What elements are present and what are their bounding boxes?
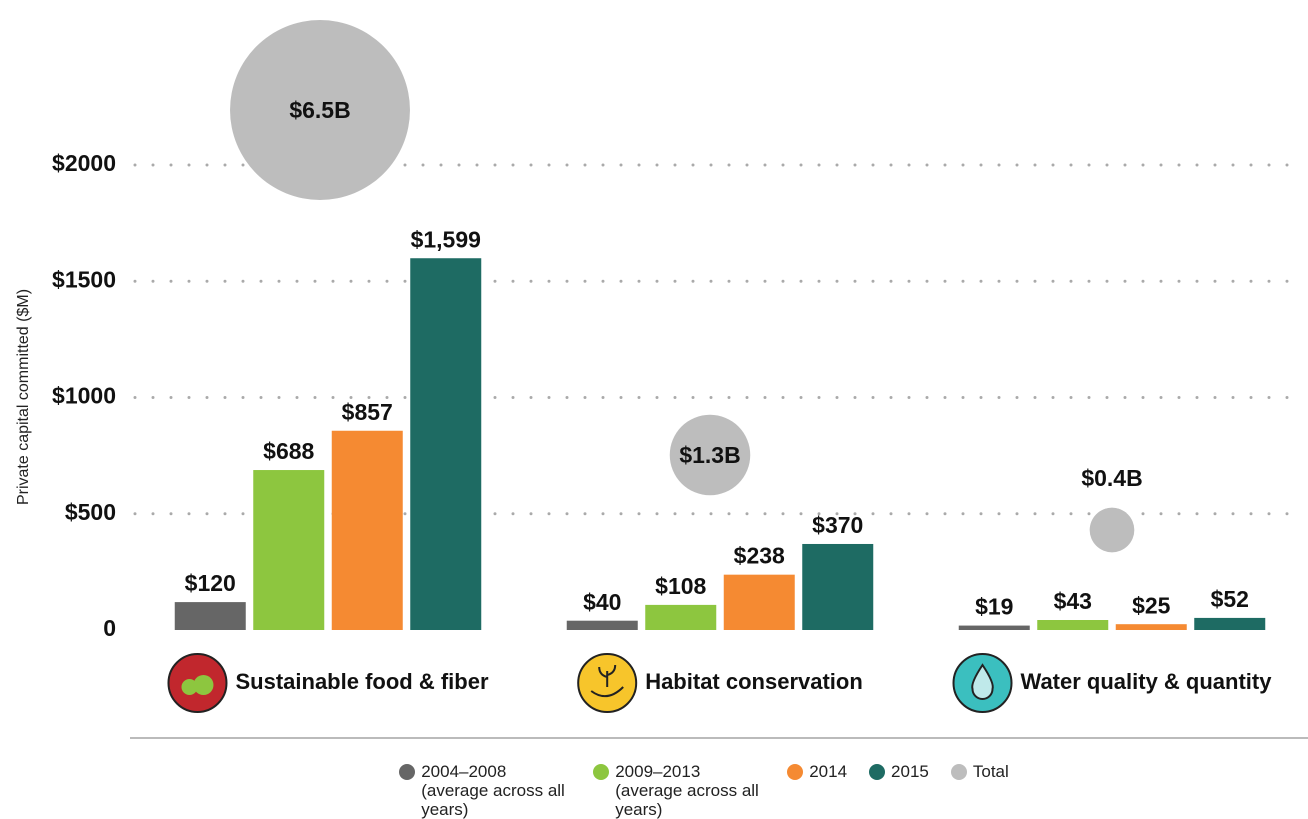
value-label: $25 (1132, 592, 1171, 618)
chart: Private capital committed ($M) 0 $500 $100… (15, 20, 1308, 739)
legend-item: 2015 (869, 762, 929, 819)
bar (566, 620, 638, 630)
bar (174, 602, 246, 630)
value-label: $238 (734, 543, 785, 569)
category-icon (952, 653, 1013, 713)
bar (958, 625, 1030, 630)
bar (1194, 617, 1266, 630)
bar (802, 543, 874, 630)
value-label: $857 (342, 399, 393, 425)
bar (1115, 624, 1187, 630)
category-label: Habitat conservation (645, 669, 863, 694)
bar (253, 470, 325, 630)
category-label: Water quality & quantity (1021, 669, 1273, 694)
total-bubble (230, 20, 410, 200)
bar (1037, 620, 1109, 630)
value-label: $43 (1054, 588, 1092, 614)
category-icon (577, 653, 638, 713)
value-label: $370 (812, 512, 863, 538)
total-bubble (1089, 507, 1135, 553)
legend: 2004–2008 (average across all years) 2009… (0, 762, 1308, 819)
y-tick-label: $1000 (52, 383, 116, 409)
total-bubble (669, 414, 751, 496)
total-label: $6.5B (289, 97, 350, 123)
value-label: $19 (975, 594, 1013, 620)
value-label: $52 (1211, 586, 1249, 612)
legend-label: 2009–2013 (average across all years) (615, 762, 759, 819)
value-label: $40 (583, 589, 621, 615)
legend-item: 2014 (787, 762, 847, 819)
legend-label: 2015 (891, 762, 929, 781)
legend-swatch (593, 764, 610, 780)
bar (331, 430, 403, 630)
value-label: $120 (185, 570, 236, 596)
legend-label: 2004–2008 (average across all years) (421, 762, 565, 819)
value-label: $1,599 (411, 226, 481, 252)
y-tick-label: $1500 (52, 266, 116, 292)
legend-swatch (787, 764, 804, 780)
bar (723, 574, 795, 630)
value-label: $688 (263, 438, 314, 464)
value-label: $108 (655, 573, 706, 599)
total-label: $1.3B (679, 442, 740, 468)
legend-swatch (399, 764, 416, 780)
y-axis-label: Private capital committed ($M) (15, 289, 32, 505)
y-tick-label: $2000 (52, 150, 116, 176)
category-icon (167, 653, 228, 713)
legend-item: Total (950, 762, 1009, 819)
y-tick-label: 0 (103, 615, 116, 641)
legend-swatch (950, 764, 967, 780)
legend-item: 2004–2008 (average across all years) (399, 762, 571, 819)
legend-item: 2009–2013 (average across all years) (593, 762, 765, 819)
y-tick-label: $500 (65, 499, 116, 525)
category-label: Sustainable food & fiber (235, 669, 488, 694)
bar (645, 604, 717, 630)
legend-swatch (869, 764, 886, 780)
legend-label: Total (972, 762, 1009, 781)
legend-label: 2014 (809, 762, 848, 781)
bar (410, 258, 482, 630)
total-label: $0.4B (1081, 465, 1142, 491)
